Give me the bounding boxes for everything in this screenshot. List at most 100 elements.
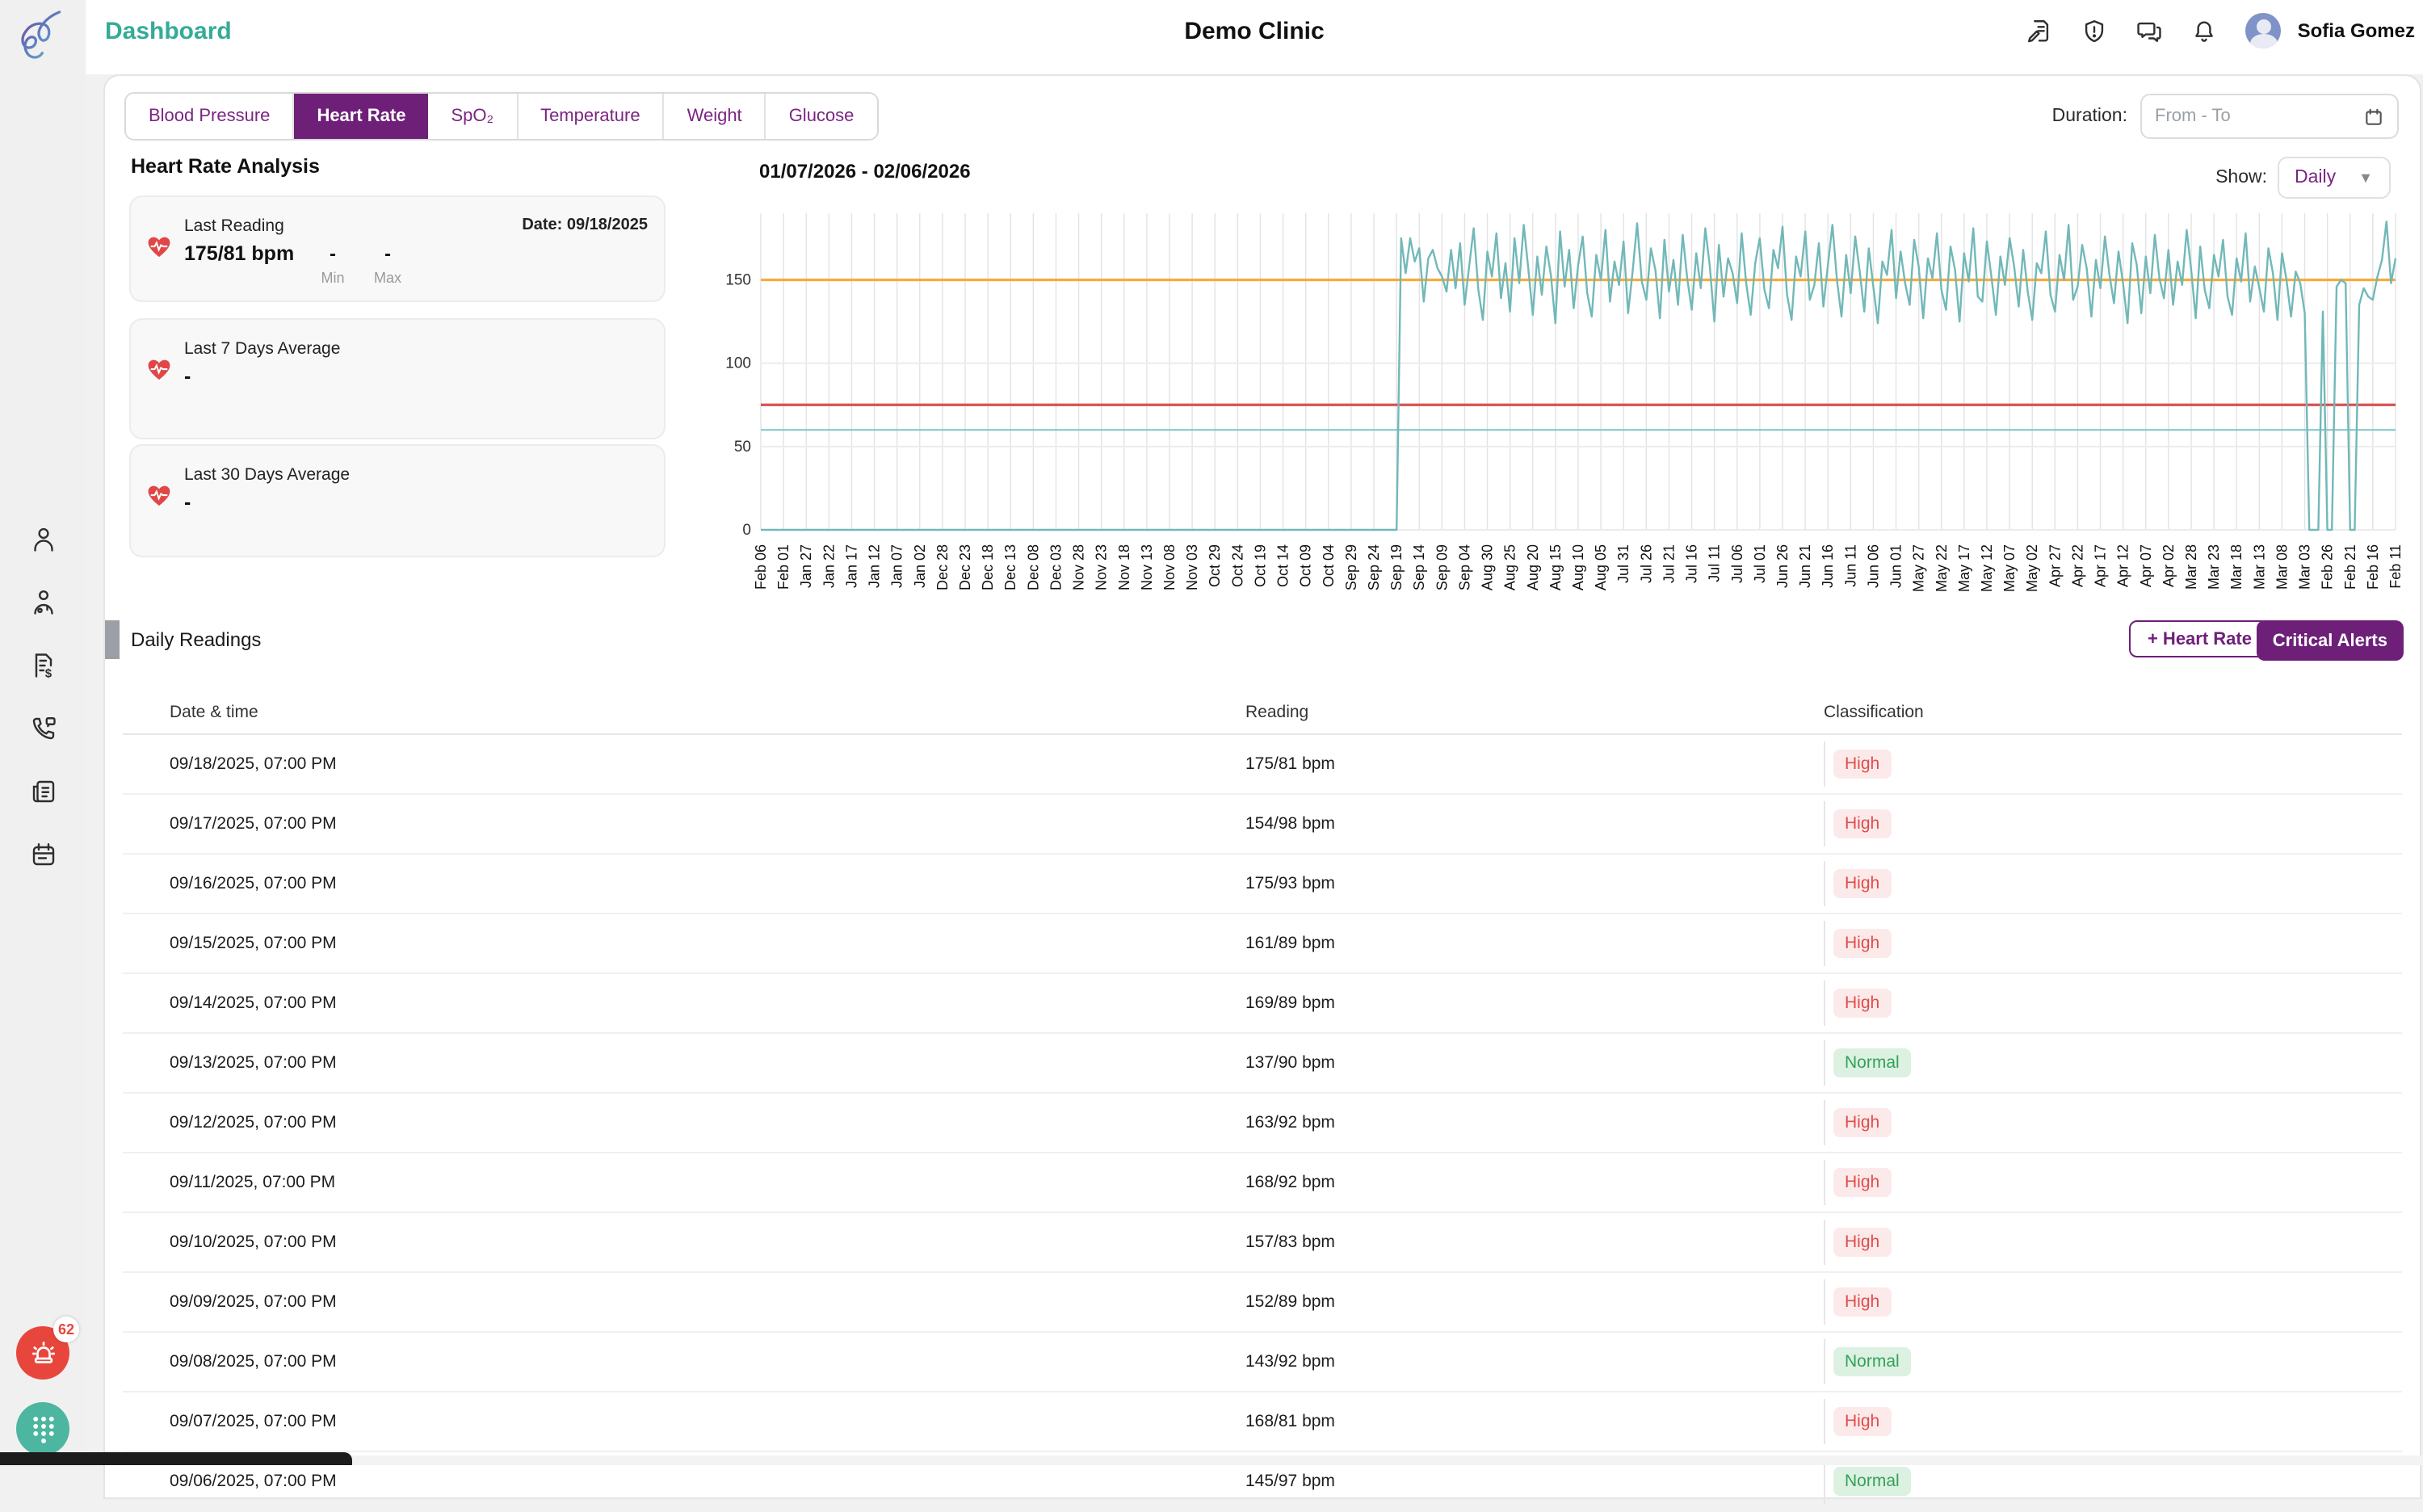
reading-value: 161/89 bpm [1245,934,1335,953]
page-title: Dashboard [105,18,232,45]
chevron-down-icon: ▼ [2358,170,2373,186]
tab-glucose[interactable]: Glucose [766,94,877,139]
svg-text:Jan 27: Jan 27 [798,544,814,588]
heart-rate-chart: 0 50 100 150 Feb 06 Feb 01 Jan 27 Jan 22 Jan 17 J… [712,192,2405,615]
classification-badge: High [1833,929,1892,958]
shield-alert-icon[interactable] [2081,17,2109,44]
metric-tabs: Blood Pressure Heart Rate SpO₂ Temperature W… [124,92,879,141]
table-row: 09/12/2025, 07:00 PM 163/92 bpm High [123,1094,2402,1153]
table-row: 09/11/2025, 07:00 PM 168/92 bpm High [123,1153,2402,1213]
classification-badge: High [1833,989,1892,1018]
tab-blood-pressure[interactable]: Blood Pressure [126,94,295,139]
classification-cell: High [1824,801,2402,846]
card-date: Date: 09/18/2025 [522,216,648,234]
svg-text:Dec 28: Dec 28 [934,544,951,590]
svg-text:Jul 16: Jul 16 [1684,544,1700,583]
sidebar: $ 62 [0,0,86,1465]
svg-text:Feb 11: Feb 11 [2387,544,2404,589]
duration-range-input[interactable]: From - To [2140,94,2399,139]
reading-datetime: 09/06/2025, 07:00 PM [170,1472,337,1491]
patients-icon[interactable] [28,525,57,554]
show-interval-select[interactable]: Daily ▼ [2277,157,2391,199]
add-heart-rate-button[interactable]: + Heart Rate [2129,620,2270,657]
svg-text:Aug 05: Aug 05 [1593,544,1609,590]
table-header-row: Date & time Reading Classification [123,691,2402,735]
classification-badge: High [1833,1108,1892,1137]
notifications-bell-icon[interactable] [2191,17,2219,44]
clinic-logo-icon [21,10,61,59]
consent-form-icon[interactable] [2026,17,2054,44]
reading-value: 169/89 bpm [1245,993,1335,1013]
billing-icon[interactable]: $ [28,651,57,680]
svg-text:Jan 07: Jan 07 [889,544,905,588]
svg-text:Nov 03: Nov 03 [1184,544,1200,590]
svg-text:Aug 30: Aug 30 [1480,544,1496,590]
show-label: Show: [2215,168,2268,187]
svg-text:Dec 23: Dec 23 [957,544,973,590]
messages-icon[interactable] [2136,17,2164,44]
svg-text:May 02: May 02 [2024,544,2040,592]
reading-datetime: 09/07/2025, 07:00 PM [170,1412,337,1431]
svg-text:100: 100 [725,355,751,372]
column-header-datetime: Date & time [170,703,258,722]
classification-cell: High [1824,741,2402,787]
svg-text:Jul 21: Jul 21 [1661,544,1677,583]
svg-text:Jul 01: Jul 01 [1752,544,1768,583]
classification-badge: Normal [1833,1347,1911,1376]
reading-value: 154/98 bpm [1245,814,1335,834]
user-avatar[interactable] [2245,13,2282,48]
reading-datetime: 09/15/2025, 07:00 PM [170,934,337,953]
card-title: Last 30 Days Average [184,465,351,485]
tab-spo-[interactable]: SpO₂ [428,94,519,139]
classification-cell: High [1824,1220,2402,1265]
svg-text:Apr 12: Apr 12 [2115,544,2131,587]
classification-cell: High [1824,981,2402,1026]
tab-weight[interactable]: Weight [664,94,766,139]
reading-datetime: 09/13/2025, 07:00 PM [170,1053,337,1073]
tab-heart-rate[interactable]: Heart Rate [294,94,429,139]
calendar-icon [2366,107,2382,124]
svg-text:Jan 12: Jan 12 [867,544,883,588]
alarm-siren-icon [31,1341,55,1363]
keypad-button[interactable] [16,1402,69,1455]
classification-cell: Normal [1824,1459,2402,1504]
critical-alerts-button[interactable]: Critical Alerts [2256,620,2404,661]
keypad-icon [32,1415,53,1443]
svg-text:Nov 23: Nov 23 [1094,544,1110,590]
tab-temperature[interactable]: Temperature [518,94,665,139]
reading-value: 175/81 bpm [1245,754,1335,774]
call-log-icon[interactable] [28,714,57,743]
svg-text:Mar 13: Mar 13 [2251,544,2267,590]
svg-text:Feb 01: Feb 01 [775,544,792,590]
classification-cell: High [1824,1160,2402,1205]
svg-text:Nov 08: Nov 08 [1161,544,1178,590]
svg-text:May 12: May 12 [1979,544,1995,592]
svg-text:Oct 29: Oct 29 [1207,544,1223,587]
alarm-count-badge: 62 [53,1317,79,1342]
last-reading-card: Last Reading 175/81 bpm - Min - Max Date… [129,195,666,302]
svg-text:Jan 22: Jan 22 [821,544,837,588]
svg-text:Feb 21: Feb 21 [2342,544,2358,590]
svg-text:Apr 22: Apr 22 [2069,544,2085,587]
critical-alarm-button[interactable]: 62 [16,1317,79,1380]
appointments-icon[interactable] [28,840,57,869]
svg-text:Jun 16: Jun 16 [1820,544,1836,588]
doctor-icon[interactable] [28,588,57,617]
card-value: 175/81 bpm [184,242,295,265]
reading-datetime: 09/10/2025, 07:00 PM [170,1233,337,1252]
show-value: Daily [2295,168,2337,187]
analysis-title: Heart Rate Analysis [131,155,320,178]
reports-icon[interactable] [28,777,57,806]
svg-text:Apr 02: Apr 02 [2161,544,2177,587]
duration-label: Duration: [2051,107,2127,126]
min-label: Min [321,270,345,286]
svg-text:Nov 18: Nov 18 [1116,544,1132,590]
reading-datetime: 09/08/2025, 07:00 PM [170,1352,337,1371]
reading-value: 137/90 bpm [1245,1053,1335,1073]
user-name[interactable]: Sofia Gomez [2297,19,2415,42]
classification-badge: Normal [1833,1048,1911,1077]
classification-cell: High [1824,1279,2402,1325]
classification-badge: High [1833,1407,1892,1436]
reading-value: 175/93 bpm [1245,874,1335,893]
table-row: 09/18/2025, 07:00 PM 175/81 bpm High [123,735,2402,795]
